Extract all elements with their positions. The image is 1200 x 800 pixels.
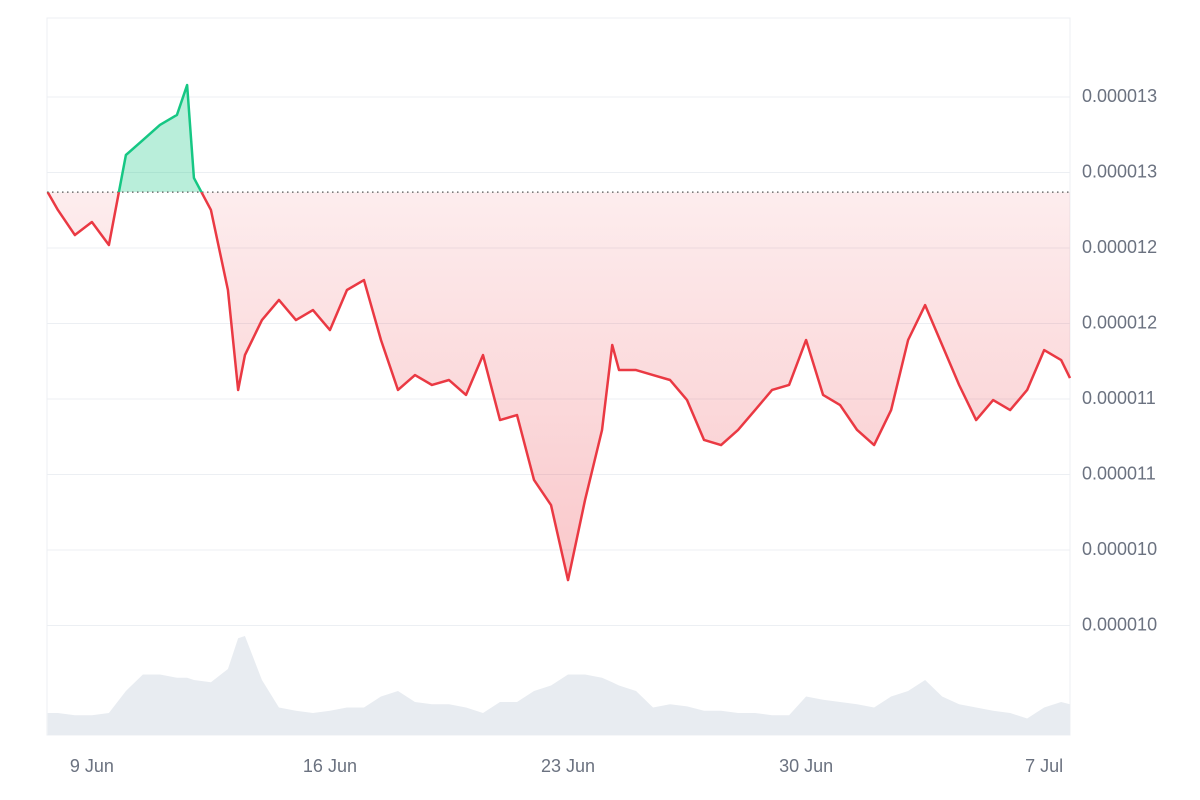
y-tick-label: 0.000012 <box>1082 237 1157 257</box>
up-area <box>118 85 202 193</box>
down-area <box>47 192 1070 581</box>
y-tick-label: 0.000011 <box>1082 388 1156 408</box>
y-tick-label: 0.000011 <box>1082 463 1156 483</box>
y-tick-label: 0.000013 <box>1082 161 1157 181</box>
x-tick-label: 23 Jun <box>541 756 595 776</box>
y-tick-label: 0.000012 <box>1082 312 1157 332</box>
x-tick-label: 7 Jul <box>1025 756 1063 776</box>
x-tick-label: 16 Jun <box>303 756 357 776</box>
price-line-down <box>46 192 1072 582</box>
x-tick-label: 9 Jun <box>70 756 114 776</box>
y-tick-label: 0.000010 <box>1082 539 1157 559</box>
y-tick-label: 0.000013 <box>1082 86 1157 106</box>
x-tick-label: 30 Jun <box>779 756 833 776</box>
y-tick-label: 0.000010 <box>1082 614 1157 634</box>
volume-area <box>47 636 1071 735</box>
